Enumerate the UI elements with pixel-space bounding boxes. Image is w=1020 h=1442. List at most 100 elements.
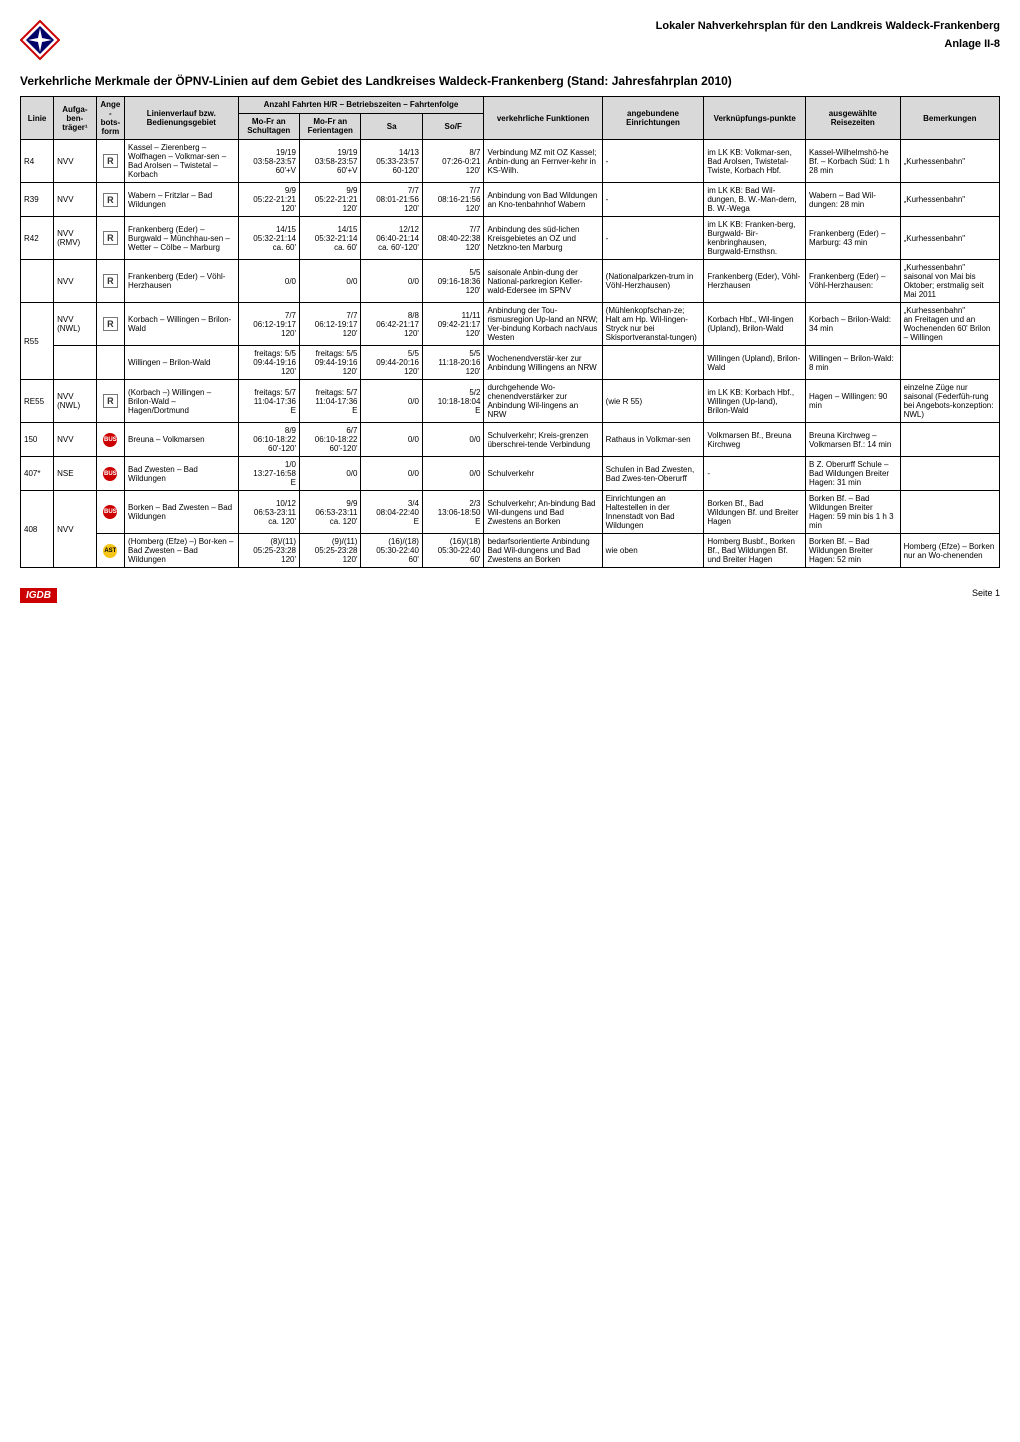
cell-bem: „Kurhessenbahn"saisonal von Mai bis Okto… bbox=[900, 260, 999, 303]
cell-sof: 7/708:16-21:56120' bbox=[422, 183, 484, 217]
cell-linie: RE55 bbox=[21, 380, 54, 423]
cell-funkt: bedarfsorientierte Anbindung Bad Wil-dun… bbox=[484, 534, 602, 568]
cell-bem: „Kurhessenbahn" bbox=[900, 217, 999, 260]
cell-gebiet: (Korbach –) Willingen – Brilon-Wald – Ha… bbox=[125, 380, 239, 423]
cell-verkn: Volkmarsen Bf., Breuna Kirchweg bbox=[704, 423, 806, 457]
cell-gebiet: Breuna – Volkmarsen bbox=[125, 423, 239, 457]
cell-schul: 7/706:12-19:17120' bbox=[238, 303, 299, 346]
cell-sa: 12/1206:40-21:14ca. 60'-120' bbox=[361, 217, 422, 260]
col-sof: So/F bbox=[422, 113, 484, 139]
rail-icon: R bbox=[103, 193, 118, 207]
cell-linie: 408 bbox=[21, 491, 54, 568]
cell-form: BUS bbox=[96, 457, 124, 491]
cell-bem: „Kurhessenbahn"an Freitagen und an Woche… bbox=[900, 303, 999, 346]
cell-reise: Willingen – Brilon-Wald: 8 min bbox=[806, 346, 901, 380]
cell-linie: R55 bbox=[21, 303, 54, 380]
cell-einr: Schulen in Bad Zwesten, Bad Zwes-ten-Obe… bbox=[602, 457, 704, 491]
cell-bem: einzelne Züge nur saisonal (Federfüh-run… bbox=[900, 380, 999, 423]
cell-verkn: im LK KB: Korbach Hbf., Willingen (Up-la… bbox=[704, 380, 806, 423]
page-header: Lokaler Nahverkehrsplan für den Landkrei… bbox=[20, 20, 1000, 60]
cell-reise: Hagen – Willingen: 90 min bbox=[806, 380, 901, 423]
cell-schul: 19/1903:58-23:5760'+V bbox=[238, 140, 299, 183]
cell-traeger: NVV (NWL) bbox=[54, 380, 97, 423]
cell-schul: 10/1206:53-23:11ca. 120' bbox=[238, 491, 299, 534]
col-verknuepf: Verknüpfungs-punkte bbox=[704, 97, 806, 140]
rail-icon: R bbox=[103, 394, 118, 408]
cell-sa: 14/1305:33-23:5760-120' bbox=[361, 140, 422, 183]
cell-einr: (Nationalparkzen-trum in Vöhl-Herzhausen… bbox=[602, 260, 704, 303]
cell-bem bbox=[900, 491, 999, 534]
table-header: Linie Aufga-ben-träger¹ Ange-bots-form L… bbox=[21, 97, 1000, 140]
cell-traeger: NVV (RMV) bbox=[54, 217, 97, 260]
table-row: 407*NSEBUSBad Zwesten – Bad Wildungen1/0… bbox=[21, 457, 1000, 491]
cell-linie: 407* bbox=[21, 457, 54, 491]
cell-ferien: 9/906:53-23:11ca. 120' bbox=[300, 491, 361, 534]
cell-reise: Korbach – Brilon-Wald: 34 min bbox=[806, 303, 901, 346]
cell-sof: (16)/(18)05:30-22:4060' bbox=[422, 534, 484, 568]
cell-linie: 150 bbox=[21, 423, 54, 457]
cell-bem bbox=[900, 457, 999, 491]
cell-verkn: im LK KB: Franken-berg, Burgwald- Bir-ke… bbox=[704, 217, 806, 260]
cell-funkt: saisonale Anbin-dung der National-parkre… bbox=[484, 260, 602, 303]
cell-bem bbox=[900, 346, 999, 380]
cell-einr: (Mühlenkopfschan-ze; Halt am Hp. Wil-lin… bbox=[602, 303, 704, 346]
cell-form: R bbox=[96, 183, 124, 217]
cell-reise: B Z. Oberurff Schule – Bad Wildungen Bre… bbox=[806, 457, 901, 491]
col-funktionen: verkehrliche Funktionen bbox=[484, 97, 602, 140]
cell-schul: 0/0 bbox=[238, 260, 299, 303]
cell-funkt: Schulverkehr bbox=[484, 457, 602, 491]
cell-traeger: NSE bbox=[54, 457, 97, 491]
rail-icon: R bbox=[103, 231, 118, 245]
compass-logo-icon bbox=[20, 20, 60, 60]
cell-reise: Kassel-Wilhelmshö-he Bf. – Korbach Süd: … bbox=[806, 140, 901, 183]
table-row: R39NVVRWabern – Fritzlar – Bad Wildungen… bbox=[21, 183, 1000, 217]
table-row: Willingen – Brilon-Waldfreitags: 5/509:4… bbox=[21, 346, 1000, 380]
cell-gebiet: Wabern – Fritzlar – Bad Wildungen bbox=[125, 183, 239, 217]
cell-gebiet: Kassel – Zierenberg – Wolfhagen – Volkma… bbox=[125, 140, 239, 183]
cell-schul: (8)/(11)05:25-23:28120' bbox=[238, 534, 299, 568]
cell-form: R bbox=[96, 380, 124, 423]
cell-sa: 0/0 bbox=[361, 260, 422, 303]
table-row: R55NVV (NWL)RKorbach – Willingen – Brilo… bbox=[21, 303, 1000, 346]
cell-linie bbox=[21, 260, 54, 303]
cell-sof: 5/509:16-18:36120' bbox=[422, 260, 484, 303]
cell-sa: 0/0 bbox=[361, 380, 422, 423]
cell-gebiet: Korbach – Willingen – Brilon-Wald bbox=[125, 303, 239, 346]
cell-funkt: Verbindung MZ mit OZ Kassel; Anbin-dung … bbox=[484, 140, 602, 183]
cell-schul: freitags: 5/509:44-19:16120' bbox=[238, 346, 299, 380]
cell-ferien: (9)/(11)05:25-23:28120' bbox=[300, 534, 361, 568]
timetable: Linie Aufga-ben-träger¹ Ange-bots-form L… bbox=[20, 96, 1000, 568]
col-einrichtungen: angebundene Einrichtungen bbox=[602, 97, 704, 140]
cell-sa: 0/0 bbox=[361, 423, 422, 457]
rail-icon: R bbox=[103, 274, 118, 288]
table-row: RE55NVV (NWL) R (Korbach –) Willingen – Br… bbox=[21, 380, 1000, 423]
col-schul: Mo-Fr an Schultagen bbox=[238, 113, 299, 139]
cell-linie: R4 bbox=[21, 140, 54, 183]
cell-reise: Breuna Kirchweg – Volkmarsen Bf.: 14 min bbox=[806, 423, 901, 457]
cell-linie: R42 bbox=[21, 217, 54, 260]
doc-title: Lokaler Nahverkehrsplan für den Landkrei… bbox=[656, 20, 1000, 32]
col-sa: Sa bbox=[361, 113, 422, 139]
cell-form: R bbox=[96, 303, 124, 346]
cell-sof: 0/0 bbox=[422, 423, 484, 457]
table-row: AST (Homberg (Efze) –) Bor-ken – Bad Zwes… bbox=[21, 534, 1000, 568]
cell-verkn: Willingen (Upland), Brilon-Wald bbox=[704, 346, 806, 380]
footer-page: Seite 1 bbox=[972, 588, 1000, 603]
cell-sa: (16)/(18)05:30-22:4060' bbox=[361, 534, 422, 568]
cell-verkn: Borken Bf., Bad Wildungen Bf. und Breite… bbox=[704, 491, 806, 534]
cell-sof: 5/210:18-18:04E bbox=[422, 380, 484, 423]
cell-sof: 2/313:06-18:50E bbox=[422, 491, 484, 534]
rail-icon: R bbox=[103, 317, 118, 331]
cell-traeger: NVV bbox=[54, 183, 97, 217]
cell-traeger: NVV bbox=[54, 260, 97, 303]
cell-traeger: NVV bbox=[54, 491, 97, 568]
footer-logo: IGDB bbox=[20, 588, 57, 603]
cell-sof: 7/708:40-22:38120' bbox=[422, 217, 484, 260]
cell-sof: 11/1109:42-21:17120' bbox=[422, 303, 484, 346]
cell-gebiet: Bad Zwesten – Bad Wildungen bbox=[125, 457, 239, 491]
cell-ferien: 14/1505:32-21:14ca. 60' bbox=[300, 217, 361, 260]
rail-icon: R bbox=[103, 154, 118, 168]
cell-gebiet: (Homberg (Efze) –) Bor-ken – Bad Zwesten… bbox=[125, 534, 239, 568]
ast-icon: AST bbox=[103, 544, 117, 558]
cell-sa: 8/806:42-21:17120' bbox=[361, 303, 422, 346]
